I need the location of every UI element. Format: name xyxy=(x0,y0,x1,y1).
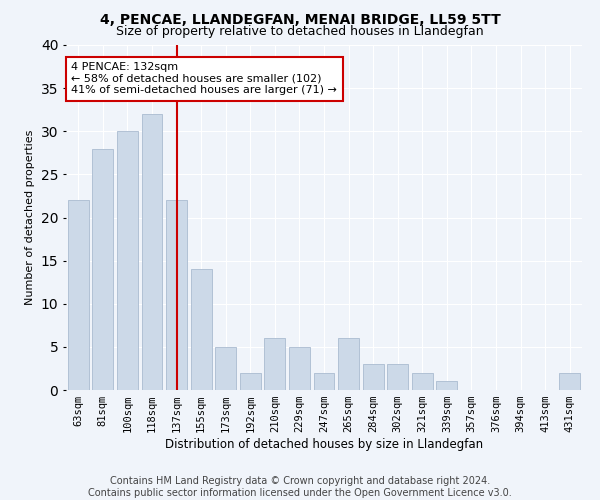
Bar xyxy=(240,373,261,390)
Bar xyxy=(117,131,138,390)
Bar xyxy=(559,373,580,390)
Bar xyxy=(166,200,187,390)
Bar xyxy=(314,373,334,390)
Bar xyxy=(436,382,457,390)
Bar xyxy=(92,148,113,390)
Bar xyxy=(362,364,383,390)
Bar xyxy=(387,364,408,390)
Text: 4, PENCAE, LLANDEGFAN, MENAI BRIDGE, LL59 5TT: 4, PENCAE, LLANDEGFAN, MENAI BRIDGE, LL5… xyxy=(100,12,500,26)
Text: 4 PENCAE: 132sqm
← 58% of detached houses are smaller (102)
41% of semi-detached: 4 PENCAE: 132sqm ← 58% of detached house… xyxy=(71,62,337,96)
Text: Contains HM Land Registry data © Crown copyright and database right 2024.
Contai: Contains HM Land Registry data © Crown c… xyxy=(88,476,512,498)
Bar xyxy=(289,347,310,390)
Bar xyxy=(191,269,212,390)
Bar xyxy=(142,114,163,390)
Bar xyxy=(412,373,433,390)
X-axis label: Distribution of detached houses by size in Llandegfan: Distribution of detached houses by size … xyxy=(165,438,483,451)
Y-axis label: Number of detached properties: Number of detached properties xyxy=(25,130,35,305)
Bar xyxy=(68,200,89,390)
Text: Size of property relative to detached houses in Llandegfan: Size of property relative to detached ho… xyxy=(116,25,484,38)
Bar xyxy=(215,347,236,390)
Bar xyxy=(338,338,359,390)
Bar xyxy=(265,338,286,390)
